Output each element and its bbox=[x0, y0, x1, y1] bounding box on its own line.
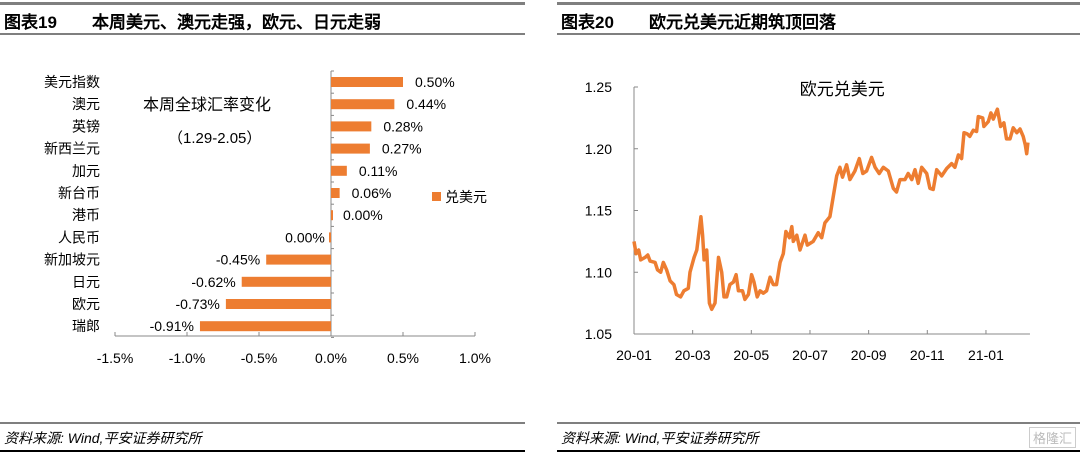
figure-number: 图表20 bbox=[561, 13, 614, 32]
x-tick-label: 0.0% bbox=[315, 350, 347, 366]
bar bbox=[331, 188, 340, 198]
data-label: 0.44% bbox=[406, 96, 446, 112]
bottom-rule bbox=[557, 450, 1080, 452]
category-label: 人民币 bbox=[58, 229, 100, 245]
bar bbox=[266, 254, 331, 265]
top-rule bbox=[557, 2, 1080, 5]
title-rule bbox=[0, 33, 525, 35]
source-note: 资料来源: Wind,平安证券研究所 bbox=[4, 430, 202, 446]
y-tick-label: 1.05 bbox=[585, 326, 612, 342]
x-tick-label: 20-09 bbox=[851, 347, 887, 363]
bar bbox=[241, 276, 331, 287]
bar bbox=[331, 143, 370, 154]
bar bbox=[225, 299, 331, 309]
data-label: -0.62% bbox=[191, 274, 235, 290]
bar bbox=[331, 99, 395, 110]
x-tick-label: -1.5% bbox=[97, 350, 134, 366]
x-tick-label: 1.0% bbox=[459, 350, 491, 366]
chart-title: 欧元兑美元 bbox=[800, 80, 885, 99]
x-tick-label: 20-01 bbox=[616, 347, 652, 363]
watermark-logo: 格隆汇 bbox=[1028, 427, 1076, 448]
bar bbox=[329, 232, 331, 243]
chart-annotation: 本周全球汇率变化 bbox=[143, 96, 271, 114]
category-label: 瑞郎 bbox=[72, 318, 100, 334]
legend-label: 兑美元 bbox=[445, 189, 487, 205]
data-label: -0.91% bbox=[150, 318, 194, 334]
figure-caption: 欧元兑美元近期筑顶回落 bbox=[649, 13, 836, 32]
footer-rule bbox=[557, 422, 1080, 424]
category-label: 加元 bbox=[72, 163, 100, 179]
x-tick-label: 21-01 bbox=[968, 347, 1004, 363]
x-tick-label: -1.0% bbox=[169, 350, 206, 366]
title-rule bbox=[557, 33, 1080, 35]
category-label: 美元指数 bbox=[44, 74, 100, 90]
figure-title: 图表20 欧元兑美元近期筑顶回落 bbox=[561, 8, 836, 33]
category-label: 新西兰元 bbox=[44, 141, 100, 157]
bar bbox=[331, 210, 333, 221]
x-tick-label: 0.5% bbox=[387, 350, 419, 366]
left-panel: 图表19 本周美元、澳元走强，欧元、日元走弱 -1.5% -1.0% -0.5% 0.0… bbox=[0, 0, 525, 455]
data-label: 0.50% bbox=[415, 74, 455, 90]
data-label: -0.73% bbox=[176, 296, 220, 312]
y-tick-label: 1.20 bbox=[585, 141, 612, 157]
top-rule bbox=[0, 2, 525, 5]
bar-chart: -1.5% -1.0% -0.5% 0.0% 0.5% 1.0% 美元指数 0.50% 澳元 0.… bbox=[44, 70, 491, 366]
data-label: 0.28% bbox=[383, 118, 423, 134]
category-label: 欧元 bbox=[72, 296, 100, 312]
category-label: 新加坡元 bbox=[44, 252, 100, 268]
y-tick-label: 1.10 bbox=[585, 264, 612, 280]
data-label: 0.00% bbox=[343, 207, 383, 223]
bottom-rule bbox=[0, 450, 525, 452]
series-line-eurusd bbox=[632, 107, 1030, 312]
category-label: 澳元 bbox=[72, 96, 100, 112]
chart-annotation-period: （1.29-2.05） bbox=[168, 130, 261, 147]
x-tick-label: 20-05 bbox=[733, 347, 769, 363]
bar bbox=[199, 321, 331, 332]
bar bbox=[331, 77, 403, 87]
x-tick-label: 20-03 bbox=[675, 347, 711, 363]
data-label: 0.27% bbox=[382, 141, 422, 157]
category-label: 新台币 bbox=[58, 185, 100, 201]
data-label: 0.06% bbox=[352, 185, 392, 201]
line-chart: 1.05 1.10 1.15 1.20 1.25 20-01 20-03 20-05 20-07… bbox=[585, 79, 1030, 363]
category-label: 港币 bbox=[72, 207, 100, 223]
x-tick-label: 20-11 bbox=[910, 347, 945, 363]
category-label: 英镑 bbox=[72, 118, 100, 134]
right-panel: 图表20 欧元兑美元近期筑顶回落 1.05 1.10 1.15 1.20 1.25 20-0… bbox=[557, 0, 1080, 455]
y-tick-label: 1.15 bbox=[585, 203, 612, 219]
x-tick-label: 20-07 bbox=[792, 347, 828, 363]
footer-rule bbox=[0, 422, 525, 424]
bar bbox=[331, 121, 372, 132]
category-label: 日元 bbox=[72, 274, 100, 290]
figure-caption: 本周美元、澳元走强，欧元、日元走弱 bbox=[92, 13, 381, 32]
bar bbox=[331, 165, 347, 176]
data-label: 0.11% bbox=[359, 163, 398, 179]
y-tick-label: 1.25 bbox=[585, 79, 612, 95]
source-note: 资料来源: Wind,平安证券研究所 bbox=[561, 430, 759, 446]
data-label: 0.00% bbox=[285, 229, 325, 245]
legend-swatch bbox=[432, 192, 441, 201]
figure-number: 图表19 bbox=[4, 13, 57, 32]
x-tick-label: -0.5% bbox=[241, 350, 278, 366]
data-label: -0.45% bbox=[216, 252, 260, 268]
figure-title: 图表19 本周美元、澳元走强，欧元、日元走弱 bbox=[4, 8, 381, 33]
